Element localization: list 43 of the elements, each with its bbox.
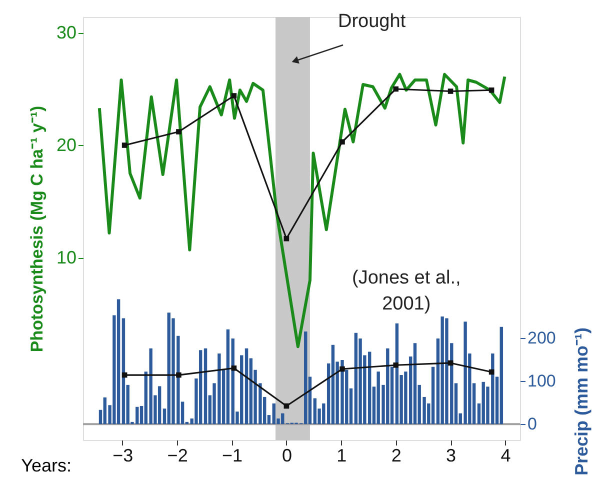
x-tick-label: 1 [336,446,347,466]
x-tick-label: 0 [282,446,292,466]
x-axis-title: Years: [21,456,72,476]
bar [500,326,504,424]
y2-tick-label: 100 [528,372,556,391]
bar [226,329,230,424]
annotation: (Jones et al., 2001) [352,268,461,315]
bar [431,366,435,424]
bar [116,299,120,424]
bar [354,332,358,424]
y-tick-label: 30 [56,22,76,42]
point [340,139,345,145]
bar [158,386,162,424]
y-tick-label: 20 [56,134,76,155]
bar [204,348,208,424]
point [488,87,494,93]
x-tick-label: 4 [500,446,511,466]
x-tick-label: 3 [446,446,456,466]
y2-tick-label: 0 [528,414,537,434]
y2-tick-label: 200 [528,328,556,348]
y2-axis-title: Precip (mm mo⁻¹) [572,327,592,476]
y-axis-title: Photosynthesis (Mg C ha⁻¹ y⁻¹) [27,106,46,352]
point [176,372,182,378]
bar [198,350,202,424]
x-tick-label: −1 [222,446,243,466]
point [448,88,454,94]
point [340,366,345,372]
x-tick-label: 2 [391,446,402,466]
bar [331,344,335,424]
x-tick-label: −3 [112,446,134,466]
bar [413,343,417,424]
point [231,365,237,371]
line-series [98,72,506,348]
y-tick-label: 10 [56,247,76,268]
bar [244,348,248,424]
point [284,236,290,242]
point [393,86,398,92]
point [176,129,182,134]
point [231,93,237,98]
x-tick-label: −2 [167,446,188,466]
point [122,142,128,148]
point [393,362,398,368]
annotation: Drought [338,11,406,32]
